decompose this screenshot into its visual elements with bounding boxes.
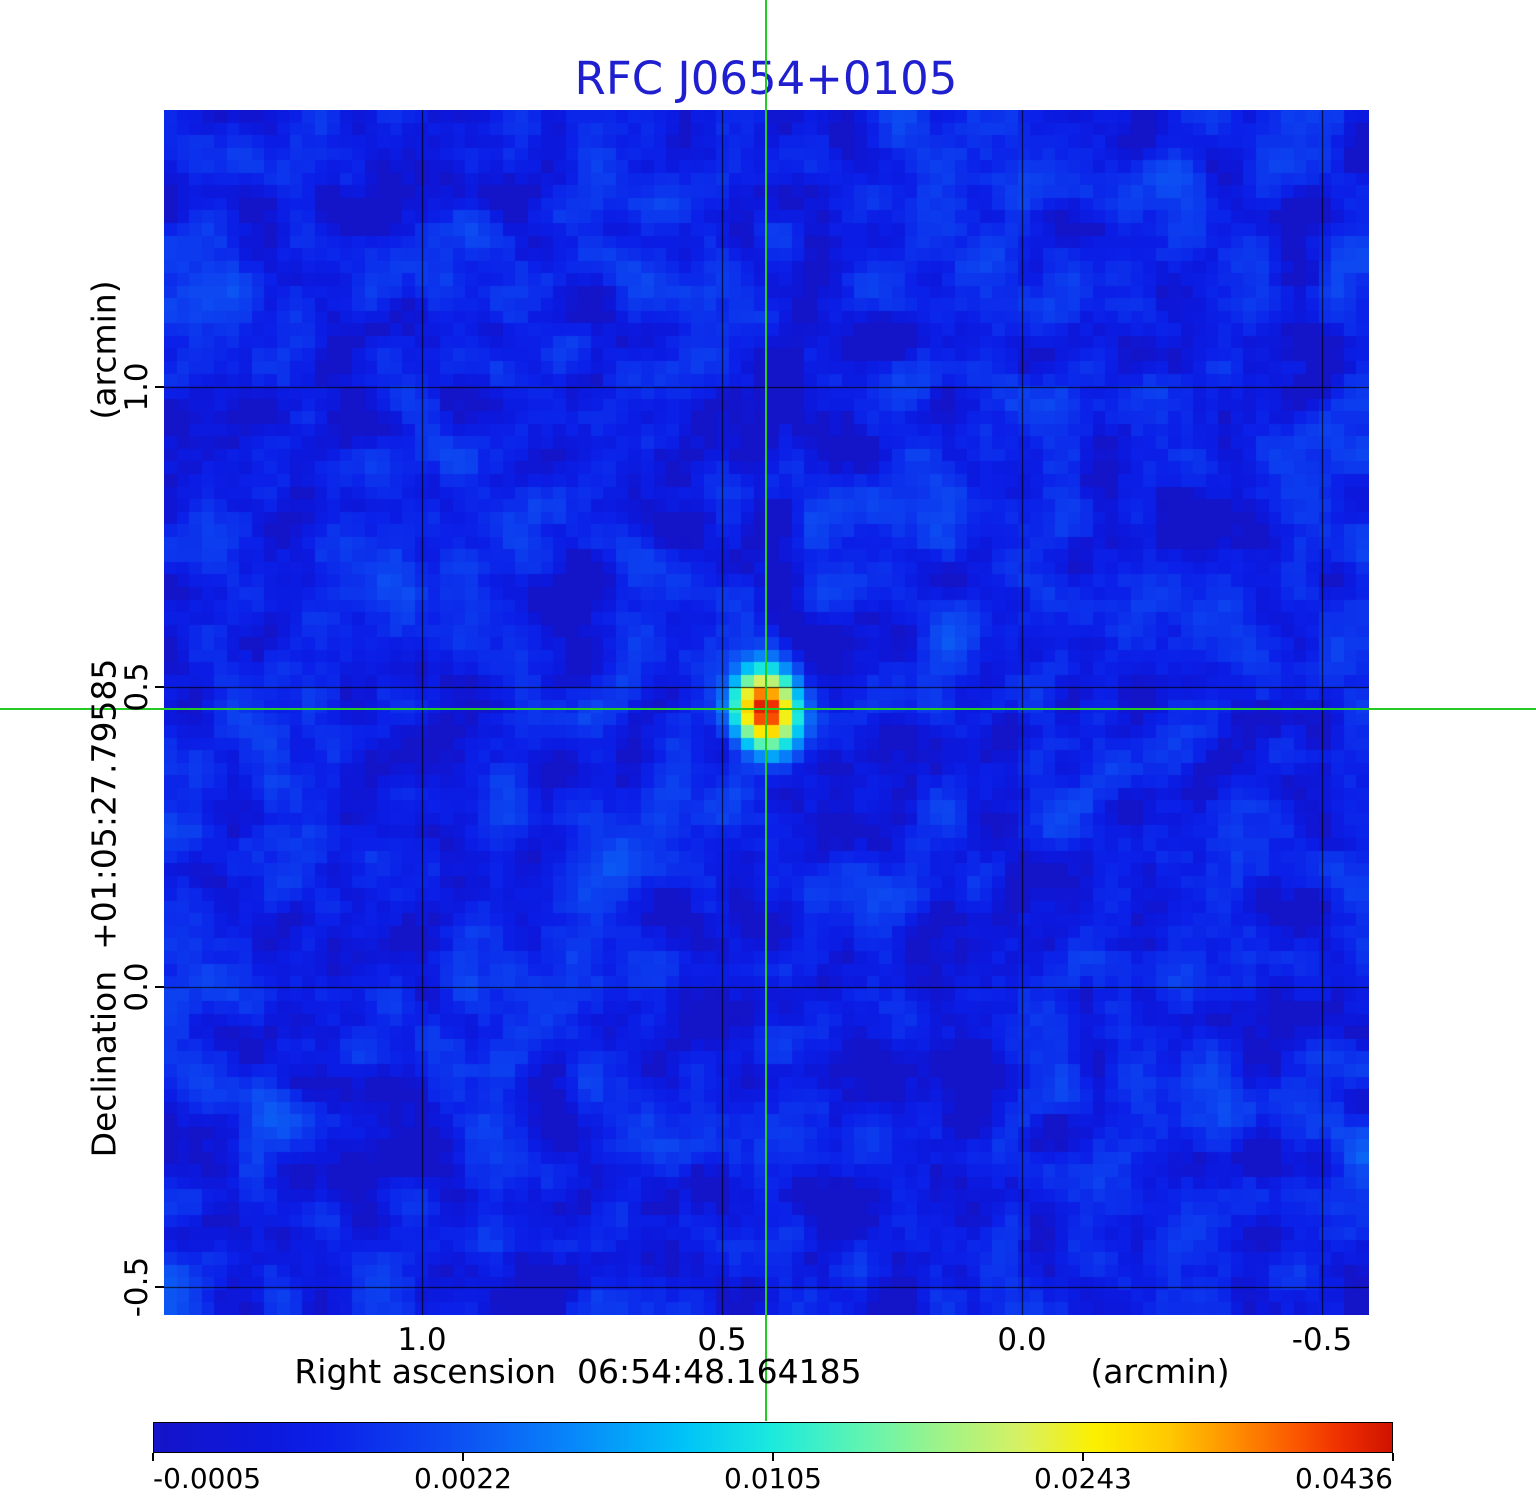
colorbar-tick-mark — [772, 1453, 774, 1461]
crosshair-horizontal-line — [0, 708, 1536, 710]
x-axis-unit: (arcmin) — [1090, 1352, 1230, 1391]
y-tick-label: 0.5 — [119, 662, 155, 712]
colorbar-tick-mark — [1392, 1453, 1394, 1461]
colorbar-tick-label: 0.0243 — [1034, 1462, 1132, 1495]
colorbar-tick-label: 0.0105 — [724, 1462, 822, 1495]
y-tick-mark — [155, 686, 164, 688]
y-tick-mark — [155, 386, 164, 388]
crosshair-vertical-line — [765, 0, 767, 1421]
y-tick-label: -0.5 — [119, 1256, 155, 1318]
colorbar-tick-label: 0.0022 — [414, 1462, 512, 1495]
y-tick-mark — [155, 986, 164, 988]
colorbar-tick-mark — [152, 1453, 154, 1461]
y-axis-label: Declination +01:05:27.79585 — [84, 658, 124, 1158]
x-tick-label: 1.0 — [397, 1322, 447, 1358]
y-tick-label: 0.0 — [119, 962, 155, 1012]
y-tick-label: 1.0 — [119, 362, 155, 412]
colorbar — [153, 1422, 1393, 1453]
colorbar-tick-mark — [462, 1453, 464, 1461]
colorbar-tick-label: 0.0436 — [1295, 1462, 1393, 1495]
x-axis-label: Right ascension 06:54:48.164185 — [294, 1352, 862, 1391]
y-axis-unit: (arcmin) — [84, 280, 124, 420]
colorbar-tick-label: -0.0005 — [153, 1462, 262, 1495]
x-tick-label: 0.5 — [697, 1322, 747, 1358]
figure-title: RFC J0654+0105 — [574, 52, 958, 105]
y-tick-mark — [155, 1286, 164, 1288]
colorbar-tick-mark — [1082, 1453, 1084, 1461]
x-tick-label: -0.5 — [1291, 1322, 1353, 1358]
x-tick-label: 0.0 — [997, 1322, 1047, 1358]
